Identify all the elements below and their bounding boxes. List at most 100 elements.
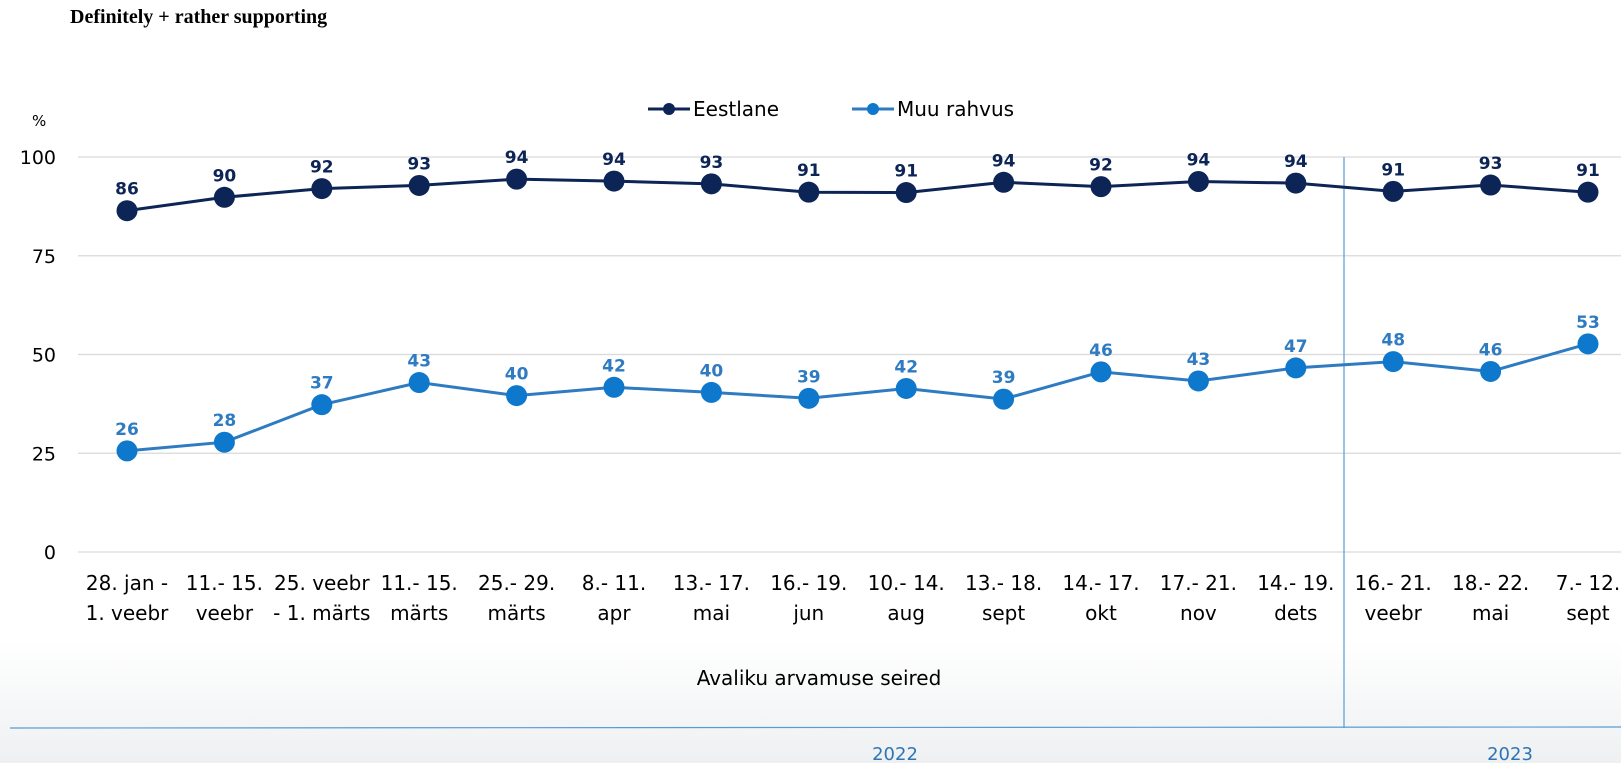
- x-tick-label: 7.- 12. sept: [1556, 571, 1620, 625]
- data-point-eestlane: [408, 174, 430, 196]
- x-tick-label: 28. jan -1. veebr: [86, 571, 170, 625]
- data-label-muu-rahvus: 42: [602, 356, 626, 376]
- data-point-eestlane: [993, 171, 1015, 193]
- legend-label-muu-rahvus: Muu rahvus: [897, 97, 1014, 121]
- x-tick-label: 16.- 19. jun: [770, 571, 847, 625]
- x-axis-title: Avaliku arvamuse seired: [697, 666, 942, 690]
- x-tick-label: 16.- 21. veebr: [1355, 571, 1432, 625]
- y-axis-ticks: 0 25 50 75 100: [20, 147, 56, 564]
- x-tick-label: 14.- 17. okt: [1062, 571, 1139, 625]
- y-tick-label: 50: [32, 345, 56, 367]
- data-label-muu-rahvus: 53: [1576, 313, 1600, 333]
- data-point-muu-rahvus: [506, 385, 528, 407]
- x-tick-label: 14.- 19. dets: [1257, 571, 1334, 625]
- data-point-eestlane: [506, 168, 528, 190]
- y-tick-label: 100: [20, 147, 56, 169]
- data-label-muu-rahvus: 40: [505, 365, 529, 385]
- x-tick-label: 18.- 22. mai: [1452, 571, 1529, 625]
- data-point-eestlane: [603, 170, 625, 192]
- data-label-muu-rahvus: 48: [1381, 331, 1405, 351]
- legend: Eestlane Muu rahvus: [648, 97, 1014, 121]
- data-label-muu-rahvus: 39: [992, 368, 1016, 388]
- data-point-muu-rahvus: [1577, 333, 1599, 355]
- data-point-eestlane: [798, 181, 820, 203]
- year-labels: 2022 2023: [872, 744, 1533, 763]
- data-label-muu-rahvus: 47: [1284, 337, 1308, 357]
- data-label-eestlane: 94: [505, 148, 529, 168]
- data-label-muu-rahvus: 42: [894, 357, 918, 377]
- data-point-muu-rahvus: [1187, 370, 1209, 392]
- x-tick-label: 8.- 11. apr: [582, 571, 646, 625]
- x-tick-label: 13.- 17. mai: [673, 571, 750, 625]
- x-tick-label: 25.- 29. märts: [478, 571, 555, 625]
- data-label-muu-rahvus: 46: [1479, 340, 1503, 360]
- series-markers: [116, 168, 1599, 462]
- data-label-eestlane: 94: [1187, 150, 1211, 170]
- data-label-eestlane: 93: [407, 154, 431, 174]
- legend-label-eestlane: Eestlane: [693, 97, 779, 121]
- data-label-muu-rahvus: 46: [1089, 341, 1113, 361]
- series-lines: [126, 177, 1589, 453]
- data-label-eestlane: 94: [1284, 152, 1308, 172]
- data-point-muu-rahvus: [1285, 357, 1307, 379]
- y-tick-label: 25: [32, 443, 56, 465]
- data-point-eestlane: [116, 200, 138, 222]
- data-label-muu-rahvus: 43: [407, 352, 431, 372]
- data-label-muu-rahvus: 28: [213, 411, 237, 431]
- legend-item-eestlane[interactable]: Eestlane: [648, 97, 779, 121]
- data-point-muu-rahvus: [311, 394, 333, 416]
- data-point-muu-rahvus: [213, 431, 235, 453]
- data-label-muu-rahvus: 40: [700, 361, 724, 381]
- data-point-muu-rahvus: [798, 387, 820, 409]
- data-label-eestlane: 94: [992, 151, 1016, 171]
- data-point-eestlane: [213, 186, 235, 208]
- x-tick-label: 13.- 18. sept: [965, 571, 1042, 625]
- data-label-eestlane: 91: [1381, 160, 1405, 180]
- data-point-muu-rahvus: [116, 440, 138, 462]
- data-label-eestlane: 94: [602, 150, 626, 170]
- data-point-muu-rahvus: [1382, 351, 1404, 373]
- year-label: 2022: [872, 744, 918, 763]
- data-point-muu-rahvus: [1480, 360, 1502, 382]
- data-label-eestlane: 93: [1479, 154, 1503, 174]
- legend-marker-eestlane: [663, 103, 675, 115]
- x-tick-label: 25. veebr - 1. märts: [273, 571, 370, 625]
- data-point-muu-rahvus: [993, 388, 1015, 410]
- x-tick-label: 11.- 15. märts: [381, 571, 458, 625]
- data-point-muu-rahvus: [700, 381, 722, 403]
- data-point-muu-rahvus: [895, 377, 917, 399]
- data-point-eestlane: [700, 173, 722, 195]
- data-point-muu-rahvus: [1090, 361, 1112, 383]
- data-label-muu-rahvus: 39: [797, 367, 821, 387]
- data-point-eestlane: [311, 178, 333, 200]
- data-label-eestlane: 93: [700, 153, 724, 173]
- data-point-muu-rahvus: [408, 372, 430, 394]
- data-point-eestlane: [1285, 172, 1307, 194]
- data-point-eestlane: [1480, 174, 1502, 196]
- data-point-eestlane: [1577, 181, 1599, 203]
- legend-item-muu-rahvus[interactable]: Muu rahvus: [852, 97, 1014, 121]
- data-labels: 86 90 92 93 94 94 93 91 91 94 92 94 94 91 93 91 26 28 37 43…: [115, 148, 1600, 440]
- data-label-eestlane: 91: [1576, 161, 1600, 181]
- x-tick-label: 17.- 21. nov: [1160, 571, 1237, 625]
- x-tick-label: 11.- 15. veebr: [186, 571, 263, 625]
- legend-marker-muu-rahvus: [867, 103, 879, 115]
- data-label-eestlane: 86: [115, 180, 139, 200]
- data-label-muu-rahvus: 37: [310, 374, 334, 394]
- data-label-eestlane: 92: [1089, 156, 1113, 176]
- data-label-eestlane: 92: [310, 158, 334, 178]
- data-point-muu-rahvus: [603, 376, 625, 398]
- year-label: 2023: [1487, 744, 1533, 763]
- data-label-eestlane: 91: [797, 161, 821, 181]
- data-point-eestlane: [1090, 176, 1112, 198]
- data-point-eestlane: [1382, 180, 1404, 202]
- data-label-eestlane: 90: [213, 166, 237, 186]
- gridlines: [78, 156, 1621, 553]
- data-point-eestlane: [895, 182, 917, 204]
- series-line-muu-rahvus: [126, 342, 1589, 453]
- y-axis-unit-label: %: [32, 112, 46, 130]
- y-tick-label: 75: [32, 246, 56, 268]
- data-label-muu-rahvus: 43: [1187, 350, 1211, 370]
